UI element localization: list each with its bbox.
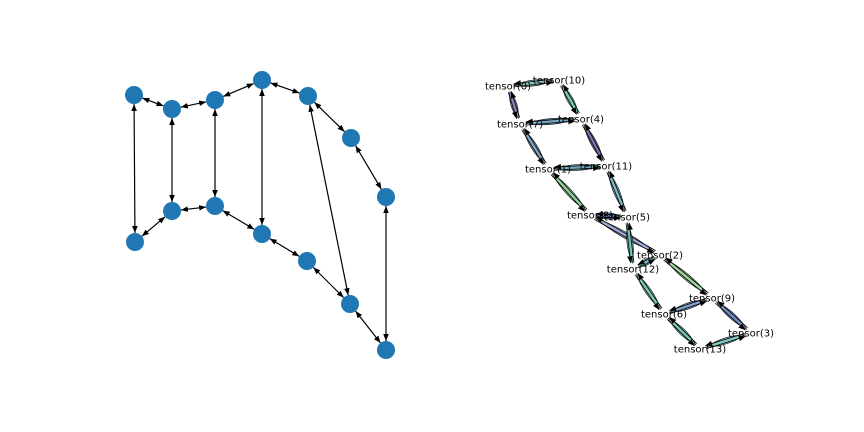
right-edge-t0-t7 [507, 90, 521, 120]
left-edge-g-i [269, 238, 300, 257]
right-edge-t12-t6 [634, 272, 663, 311]
left-edge-e-g [222, 210, 255, 230]
right-edge-t9-t3 [715, 300, 748, 331]
right-graph-labels: tensor(0)tensor(10) tensor(7) tensor(4) ten… [485, 76, 774, 356]
right-edge-t0-t10 [512, 78, 555, 88]
right-node-label: tensor(7) [497, 120, 543, 131]
right-node-label: tensor(12) [607, 265, 659, 276]
right-node-label: tensor(5) [604, 213, 650, 224]
right-node-label: tensor(2) [637, 251, 683, 262]
right-node-label: tensor(3) [728, 329, 774, 340]
left-edge-l-n [355, 145, 382, 190]
left-node-d [163, 202, 181, 220]
left-node-f [206, 91, 224, 109]
left-edge-f-h [223, 82, 254, 98]
right-node-label: tensor(9) [689, 294, 735, 305]
right-edge-t5-t12 [625, 221, 635, 265]
left-edge-j-k [308, 104, 350, 296]
right-node-label: tensor(6) [641, 310, 687, 321]
right-node-label: tensor(10) [533, 76, 585, 87]
right-node-label: tensor(8) [567, 211, 613, 222]
right-node-label: tensor(1) [525, 165, 571, 176]
left-edge-b-f [180, 100, 207, 109]
left-node-g [253, 225, 271, 243]
right-edge-t6-t13 [666, 316, 698, 347]
right-edge-t9-t6 [668, 298, 708, 314]
left-node-c [126, 233, 144, 251]
left-node-h [253, 71, 271, 89]
right-edge-t2-t9 [663, 257, 709, 296]
right-node-label: tensor(4) [558, 115, 604, 126]
left-node-j [299, 87, 317, 105]
right-edge-t11-t5 [606, 170, 627, 213]
right-edge-t1-t8 [550, 172, 588, 212]
left-edge-a-c [131, 103, 138, 234]
left-edge-a-b [142, 97, 164, 107]
left-edge-d-e [180, 205, 207, 212]
right-edge-t8-t2 [594, 216, 656, 254]
left-graph-nodes [125, 71, 395, 359]
right-node-label: tensor(13) [674, 345, 726, 356]
right-edge-t4-t11 [582, 123, 605, 162]
left-node-n [377, 188, 395, 206]
left-edge-i-k [312, 266, 345, 299]
right-edge-t10-t4 [560, 84, 580, 115]
right-node-label: tensor(11) [580, 162, 632, 173]
left-node-m [377, 341, 395, 359]
left-edge-k-m [355, 310, 381, 344]
right-edge-t7-t4 [525, 117, 576, 126]
left-node-b [163, 100, 181, 118]
left-node-e [206, 197, 224, 215]
left-edge-j-l [314, 101, 345, 133]
left-edge-c-d [141, 216, 166, 237]
right-edge-t7-t1 [521, 128, 547, 165]
left-graph-edges [131, 82, 389, 344]
right-edge-t1-t11 [552, 163, 602, 172]
left-node-l [342, 129, 360, 147]
right-node-label: tensor(0) [485, 82, 531, 93]
right-edge-t2-t12 [637, 255, 656, 269]
left-node-k [341, 295, 359, 313]
left-node-i [298, 252, 316, 270]
right-graph-edges [507, 78, 748, 350]
left-node-a [125, 86, 143, 104]
right-edge-t3-t13 [704, 332, 747, 350]
left-edge-h-j [270, 82, 300, 94]
